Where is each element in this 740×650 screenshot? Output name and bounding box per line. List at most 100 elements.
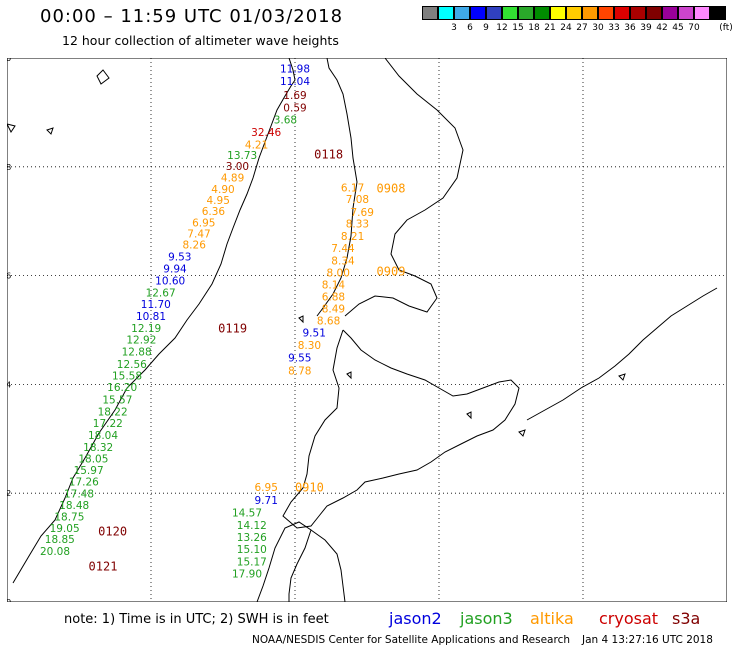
- legend-swatch: [518, 6, 534, 20]
- swh-value-label: 15.57: [102, 394, 132, 406]
- swh-value-label: 17.48: [64, 489, 94, 501]
- honshu-coast: [256, 521, 312, 602]
- swh-value-label: 19.05: [50, 523, 80, 535]
- swh-value-label: 1.69: [283, 90, 306, 102]
- legend-label: 30: [592, 23, 604, 33]
- legend-swatch: [566, 6, 582, 20]
- swh-value-label: 8.14: [322, 280, 346, 292]
- footnote-note: note: 1) Time is in UTC; 2) SWH is in fe…: [64, 612, 329, 627]
- swh-value-label: 8.26: [183, 239, 207, 251]
- swh-value-label: 9.51: [303, 328, 326, 340]
- swh-value-label: 4.21: [245, 139, 268, 151]
- legend-label: 36: [624, 23, 636, 33]
- legend-label: 27: [576, 23, 588, 33]
- sat-jason3-label: jason3: [460, 609, 513, 628]
- swh-value-label: 12.92: [126, 335, 156, 347]
- swh-value-label: 17.22: [93, 418, 123, 430]
- map-frame: [7, 58, 727, 602]
- legend-swatch: [630, 6, 646, 20]
- coastline: [7, 58, 718, 602]
- swh-value-label: 15.97: [74, 465, 104, 477]
- swh-value-label: 8.78: [288, 366, 311, 378]
- swh-value-label: 13.73: [227, 150, 257, 162]
- sat-cryosat-label: cryosat: [599, 609, 659, 628]
- swh-value-label: 7.08: [346, 194, 369, 206]
- swh-value-label: 8.00: [327, 268, 350, 280]
- swh-value-label: 10.81: [136, 311, 166, 323]
- island-7: [518, 429, 526, 437]
- swh-value-label: 8.68: [317, 316, 340, 328]
- swh-value-label: 3.00: [226, 161, 249, 173]
- swh-value-label: 6.88: [322, 292, 345, 304]
- swh-value-label: 18.48: [59, 500, 89, 512]
- legend-label: 18: [528, 23, 540, 33]
- lat-lon-grid: [7, 58, 727, 602]
- swh-value-label: 4.89: [221, 172, 244, 184]
- swh-value-label: 12.88: [122, 347, 152, 359]
- legend-label: 6: [467, 23, 473, 33]
- swh-value-label: 4.90: [211, 184, 234, 196]
- legend-label: 70: [688, 23, 700, 33]
- axis-labels: 504846444240135138141144147150: [7, 58, 11, 602]
- swh-value-label: 16.20: [107, 382, 137, 394]
- island-5: [346, 371, 352, 380]
- swh-value-label: 14.12: [237, 520, 267, 532]
- lat-tick-label: 42: [7, 489, 11, 498]
- swh-value-label: 4.95: [207, 195, 230, 207]
- swh-value-label: 12.19: [131, 323, 161, 335]
- legend-swatch: [694, 6, 710, 20]
- swh-value-label: 15.10: [237, 544, 267, 556]
- honshu-east: [310, 529, 346, 602]
- pass-time-label: 0910: [295, 481, 324, 495]
- swh-value-label: 6.95: [192, 218, 215, 230]
- credit-text: NOAA/NESDIS Center for Satellite Applica…: [252, 634, 570, 646]
- legend-swatch: [534, 6, 550, 20]
- map-title: 00:00 – 11:59 UTC 01/03/2018: [40, 6, 344, 27]
- legend-swatch: [486, 6, 502, 20]
- swh-value-label: 9.55: [288, 353, 311, 365]
- mainland-coast: [12, 58, 296, 584]
- island-1: [96, 69, 110, 85]
- swh-value-label: 6.95: [255, 482, 278, 494]
- swh-value-label: 6.36: [202, 206, 226, 218]
- swh-value-label: 11.04: [280, 76, 310, 88]
- swh-value-label: 6.17: [341, 182, 364, 194]
- swh-value-label: 20.08: [40, 546, 70, 558]
- legend-swatch: [646, 6, 662, 20]
- legend-label: 3: [451, 23, 457, 33]
- swh-value-label: 18.32: [83, 442, 113, 454]
- lat-tick-label: 44: [7, 380, 11, 389]
- legend-label: 42: [656, 23, 668, 33]
- swh-value-label: 11.98: [280, 64, 310, 76]
- swh-value-label: 0.59: [283, 102, 306, 114]
- color-scale-legend: 3 6 9 12 15 18 21 24 27 30 33 36 39 42 45 70 (ft): [422, 6, 733, 33]
- swh-value-label: 10.60: [155, 275, 185, 287]
- swh-value-label: 18.85: [45, 534, 75, 546]
- map-subtitle: 12 hour collection of altimeter wave hei…: [62, 33, 339, 48]
- swh-value-label: 18.05: [78, 454, 108, 466]
- lat-tick-label: 48: [7, 163, 11, 172]
- legend-swatch: [582, 6, 598, 20]
- swh-value-label: 8.49: [322, 304, 345, 316]
- swh-value-label: 8.21: [341, 231, 364, 243]
- island-4: [298, 315, 304, 324]
- swh-value-label: 15.58: [112, 371, 142, 383]
- lat-tick-label: 40: [7, 598, 11, 602]
- swh-value-label: 3.68: [274, 114, 297, 126]
- swh-value-label: 9.53: [168, 251, 191, 263]
- legend-swatch: [550, 6, 566, 20]
- swh-value-label: 7.69: [351, 207, 374, 219]
- timestamp-text: Jan 4 13:27:16 UTC 2018: [582, 634, 713, 646]
- swh-value-label: 18.04: [88, 430, 118, 442]
- swh-value-label: 17.26: [69, 477, 99, 489]
- lat-tick-label: 50: [7, 58, 11, 63]
- swh-value-label: 15.17: [237, 557, 267, 569]
- legend-swatch: [678, 6, 694, 20]
- legend-label: 45: [672, 23, 684, 33]
- swh-value-label: 8.30: [298, 340, 321, 352]
- legend-unit: (ft): [719, 23, 733, 33]
- swh-value-label: 11.70: [141, 299, 171, 311]
- swh-value-label: 17.90: [232, 569, 262, 581]
- swh-value-label: 14.57: [232, 508, 262, 520]
